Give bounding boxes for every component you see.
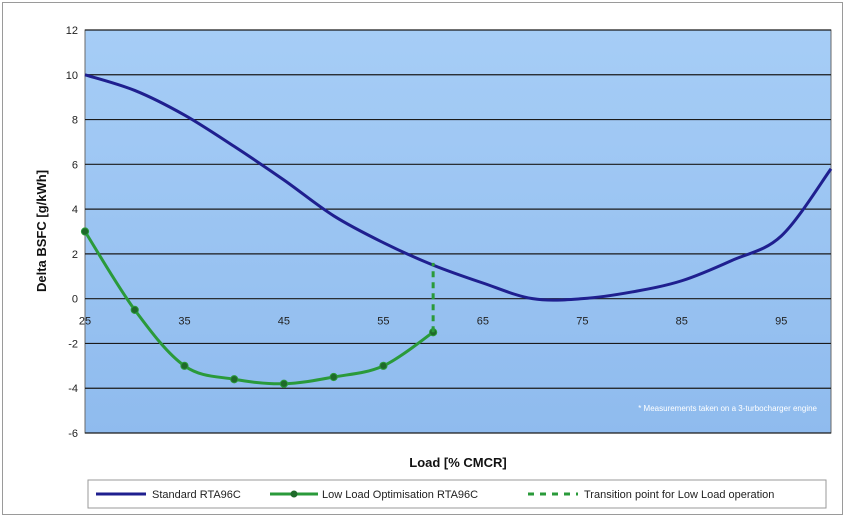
y-tick-label: 10 xyxy=(66,70,78,82)
x-tick-label: 95 xyxy=(775,316,787,328)
data-point xyxy=(80,227,90,236)
y-tick-label: 0 xyxy=(72,294,78,306)
x-tick-labels: 25 35 45 55 65 75 85 95 xyxy=(79,316,788,328)
y-tick-label: 4 xyxy=(72,204,78,216)
data-point xyxy=(230,375,239,384)
data-point xyxy=(130,305,139,314)
data-point xyxy=(329,372,338,382)
data-point xyxy=(180,361,189,370)
series-line-standard-rta96c xyxy=(84,73,833,302)
plot-area xyxy=(84,29,832,434)
x-tick-label: 45 xyxy=(278,316,290,328)
y-tick-label: 12 xyxy=(66,25,78,37)
annotation-note: * Measurements taken on a 3-turbocharger… xyxy=(638,404,817,413)
y-tick-label: 2 xyxy=(72,249,78,261)
y-tick-labels: -6 -4 -2 0 2 4 6 8 10 12 xyxy=(66,25,78,440)
y-tick-label: -4 xyxy=(68,383,78,395)
y-tick-label: -2 xyxy=(68,338,78,350)
data-point xyxy=(279,379,289,388)
gridlines xyxy=(85,29,831,434)
series-group xyxy=(80,73,833,388)
y-tick-label: -6 xyxy=(68,428,78,440)
x-tick-label: 25 xyxy=(79,316,91,328)
x-tick-label: 85 xyxy=(676,316,688,328)
x-tick-label: 35 xyxy=(178,316,190,328)
y-axis-title: Delta BSFC [g/kWh] xyxy=(34,170,49,292)
y-tick-label: 6 xyxy=(72,159,78,171)
x-tick-label: 65 xyxy=(477,316,489,328)
y-tick-label: 8 xyxy=(72,115,78,127)
x-axis-title: Load [% CMCR] xyxy=(409,455,507,470)
x-tick-label: 55 xyxy=(377,316,389,328)
x-tick-label: 75 xyxy=(576,316,588,328)
data-point xyxy=(379,361,388,370)
